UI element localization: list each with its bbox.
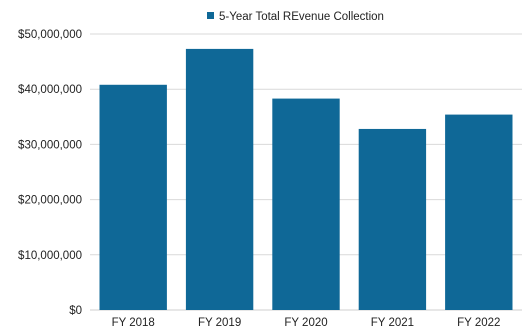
legend-label: 5-Year Total REvenue Collection bbox=[219, 11, 384, 23]
bar-fy-2022 bbox=[445, 114, 513, 310]
legend: 5-Year Total REvenue Collection bbox=[207, 11, 384, 23]
bar-fy-2019 bbox=[185, 48, 254, 311]
x-tick-label: FY 2022 bbox=[457, 317, 500, 328]
bar-fy-2021 bbox=[358, 128, 427, 310]
y-axis-tick-labels: $0 $10,000,000 $20,000,000 $30,000,000 $40,0… bbox=[18, 29, 82, 317]
x-tick-label: FY 2018 bbox=[112, 317, 155, 328]
x-tick-label: FY 2019 bbox=[198, 317, 241, 328]
legend-swatch bbox=[207, 12, 214, 19]
x-tick-label: FY 2020 bbox=[284, 317, 327, 328]
x-tick-label: FY 2021 bbox=[371, 317, 414, 328]
bars bbox=[99, 48, 513, 311]
y-tick-label: $10,000,000 bbox=[18, 250, 82, 262]
y-tick-label: $20,000,000 bbox=[18, 195, 82, 207]
y-tick-label: $0 bbox=[69, 305, 82, 317]
bar-fy-2020 bbox=[272, 98, 340, 310]
y-tick-label: $50,000,000 bbox=[18, 29, 82, 41]
x-axis-category-labels: FY 2018 FY 2019 FY 2020 FY 2021 FY 2022 bbox=[112, 317, 501, 328]
y-tick-label: $30,000,000 bbox=[18, 139, 82, 151]
bar-fy-2018 bbox=[99, 84, 167, 310]
y-tick-label: $40,000,000 bbox=[18, 84, 82, 96]
